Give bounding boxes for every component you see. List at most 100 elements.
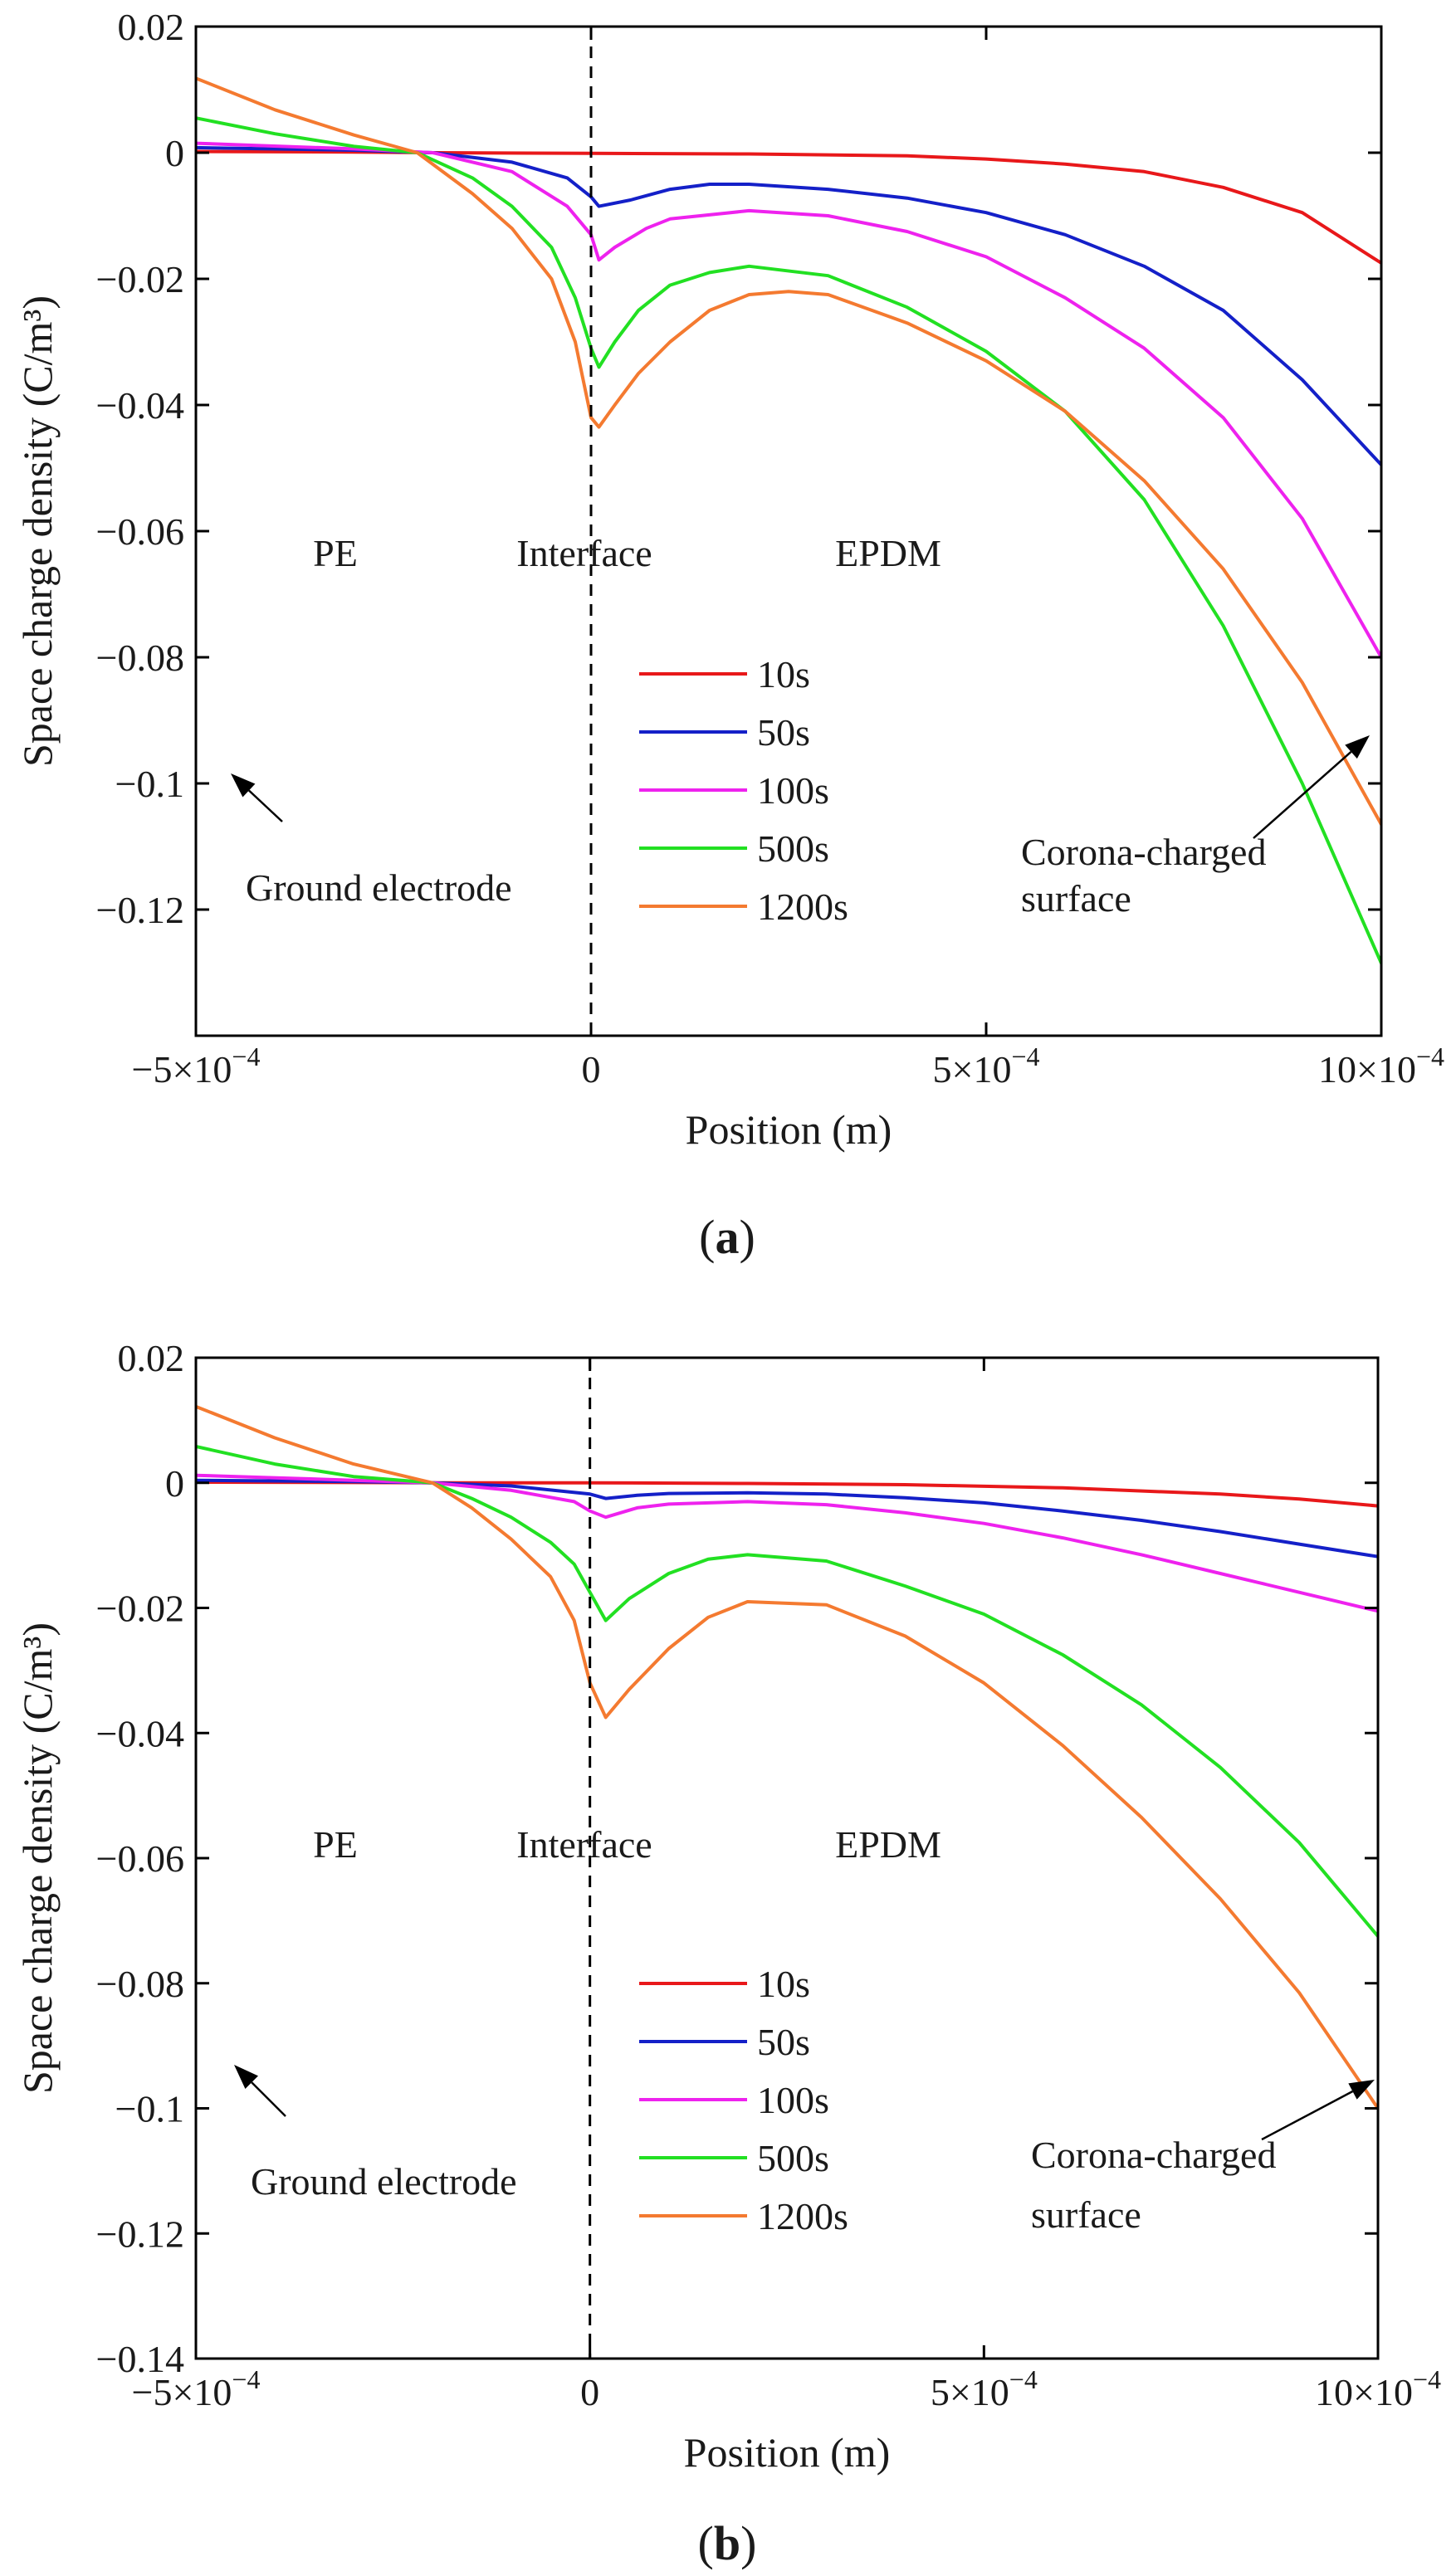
ground-electrode-label: Ground electrode bbox=[246, 866, 512, 909]
x-tick-exponent: −4 bbox=[232, 1042, 260, 1071]
caption-letter: b bbox=[714, 2516, 740, 2570]
x-tick-label: −5×10−4 bbox=[132, 1042, 261, 1090]
legend-label-500s: 500s bbox=[757, 2137, 829, 2179]
x-tick-mantissa: 10×10 bbox=[1315, 2371, 1413, 2413]
y-tick-label: −0.04 bbox=[96, 1712, 184, 1754]
region-label-pe: PE bbox=[313, 532, 358, 574]
y-tick-label: 0.02 bbox=[118, 6, 185, 48]
ground-electrode-label: Ground electrode bbox=[251, 2160, 517, 2203]
series-line-10s bbox=[196, 149, 1381, 265]
x-tick-mantissa: 5×10 bbox=[933, 1048, 1012, 1090]
region-label-epdm: EPDM bbox=[835, 532, 941, 574]
legend-label-50s: 50s bbox=[757, 711, 810, 754]
ground-arrow-shaft bbox=[248, 789, 283, 822]
y-tick-label: 0 bbox=[165, 1462, 184, 1505]
y-tick-label: −0.1 bbox=[115, 763, 184, 805]
panel-a: 0.020−0.02−0.04−0.06−0.08−0.1−0.12−5×10−… bbox=[14, 6, 1444, 1264]
x-tick-mantissa: 0 bbox=[580, 2371, 599, 2413]
ground-arrow-head bbox=[231, 773, 256, 798]
x-tick-mantissa: 10×10 bbox=[1318, 1048, 1416, 1090]
legend-label-50s: 50s bbox=[757, 2021, 810, 2063]
caption-letter: a bbox=[716, 1210, 740, 1264]
corona-arrow-head bbox=[1345, 735, 1370, 759]
series-group bbox=[196, 76, 1381, 965]
y-tick-label: −0.04 bbox=[96, 384, 184, 427]
caption-close: ) bbox=[740, 1210, 755, 1264]
x-tick-mantissa: −5×10 bbox=[132, 1048, 232, 1090]
legend-label-10s: 10s bbox=[757, 1963, 810, 2005]
x-tick-label: 10×10−4 bbox=[1318, 1042, 1444, 1090]
x-tick-label: −5×10−4 bbox=[132, 2364, 261, 2413]
y-axis-label: Space charge density (C/m³) bbox=[14, 295, 61, 767]
y-tick-label: −0.02 bbox=[96, 258, 184, 300]
series-line-100s bbox=[196, 1473, 1378, 1613]
corona-label-line1: Corona-charged bbox=[1031, 2134, 1276, 2176]
x-tick-exponent: −4 bbox=[1413, 2364, 1441, 2394]
y-tick-label: −0.14 bbox=[96, 2338, 184, 2380]
x-tick-exponent: −4 bbox=[1011, 1042, 1039, 1071]
y-tick-label: −0.08 bbox=[96, 637, 184, 679]
corona-label-line2: surface bbox=[1021, 877, 1131, 920]
series-line-500s bbox=[196, 1445, 1378, 1939]
panel-caption: (a) bbox=[699, 1210, 755, 1264]
y-tick-label: −0.06 bbox=[96, 1837, 184, 1880]
series-group bbox=[196, 1404, 1378, 2110]
caption-open: ( bbox=[698, 2516, 714, 2570]
corona-arrow bbox=[1253, 735, 1370, 839]
legend: 10s 50s 100s 500s 1200s bbox=[639, 653, 848, 928]
y-tick-label: 0.02 bbox=[118, 1337, 185, 1379]
ground-arrow-head bbox=[234, 2065, 258, 2089]
x-tick-label: 5×10−4 bbox=[931, 2364, 1038, 2413]
y-axis-label: Space charge density (C/m³) bbox=[14, 1622, 61, 2094]
panel-b: 0.020−0.02−0.04−0.06−0.08−0.1−0.12−0.14−… bbox=[14, 1337, 1441, 2570]
corona-label-line2: surface bbox=[1031, 2193, 1141, 2236]
corona-arrow-head bbox=[1348, 2080, 1375, 2100]
legend-label-10s: 10s bbox=[757, 653, 810, 695]
y-tick-label: −0.02 bbox=[96, 1588, 184, 1630]
corona-arrow bbox=[1261, 2080, 1375, 2141]
y-tick-label: −0.12 bbox=[96, 889, 184, 931]
region-label-epdm: EPDM bbox=[835, 1823, 941, 1866]
x-tick-label: 10×10−4 bbox=[1315, 2364, 1441, 2413]
x-axis-label: Position (m) bbox=[684, 2429, 891, 2476]
region-label-interface: Interface bbox=[516, 532, 652, 574]
y-tick-label: −0.1 bbox=[115, 2088, 184, 2130]
x-tick-mantissa: 0 bbox=[582, 1048, 601, 1090]
x-tick-mantissa: −5×10 bbox=[132, 2371, 232, 2413]
ground-arrow-shaft bbox=[251, 2081, 286, 2117]
y-tick-label: −0.08 bbox=[96, 1963, 184, 2005]
region-label-pe: PE bbox=[313, 1823, 358, 1866]
caption-close: ) bbox=[740, 2516, 756, 2570]
legend-label-500s: 500s bbox=[757, 827, 829, 870]
legend: 10s 50s 100s 500s 1200s bbox=[639, 1963, 848, 2237]
ground-arrow bbox=[234, 2065, 286, 2117]
series-line-1200s bbox=[196, 1404, 1378, 2110]
y-tick-label: −0.06 bbox=[96, 510, 184, 553]
y-tick-label: 0 bbox=[165, 132, 184, 174]
region-label-interface: Interface bbox=[516, 1823, 652, 1866]
y-tick-label: −0.12 bbox=[96, 2213, 184, 2255]
series-line-50s bbox=[196, 145, 1381, 467]
x-tick-mantissa: 5×10 bbox=[931, 2371, 1009, 2413]
corona-label-line1: Corona-charged bbox=[1021, 831, 1266, 873]
x-axis-label: Position (m) bbox=[686, 1106, 892, 1153]
series-line-500s bbox=[196, 116, 1381, 965]
caption-open: ( bbox=[699, 1210, 715, 1264]
x-tick-exponent: −4 bbox=[1009, 2364, 1038, 2394]
x-tick-label: 5×10−4 bbox=[933, 1042, 1040, 1090]
x-tick-label: 0 bbox=[582, 1048, 601, 1090]
panel-caption: (b) bbox=[698, 2516, 757, 2570]
legend-label-100s: 100s bbox=[757, 769, 829, 812]
series-line-100s bbox=[196, 141, 1381, 659]
ground-arrow bbox=[231, 773, 283, 822]
series-line-1200s bbox=[196, 76, 1381, 827]
x-tick-label: 0 bbox=[580, 2371, 599, 2413]
series-line-50s bbox=[196, 1478, 1378, 1559]
corona-arrow-shaft bbox=[1261, 2090, 1354, 2141]
legend-label-100s: 100s bbox=[757, 2079, 829, 2121]
corona-arrow-shaft bbox=[1253, 750, 1352, 839]
x-tick-exponent: −4 bbox=[1416, 1042, 1444, 1071]
legend-label-1200s: 1200s bbox=[757, 886, 848, 928]
legend-label-1200s: 1200s bbox=[757, 2195, 848, 2237]
